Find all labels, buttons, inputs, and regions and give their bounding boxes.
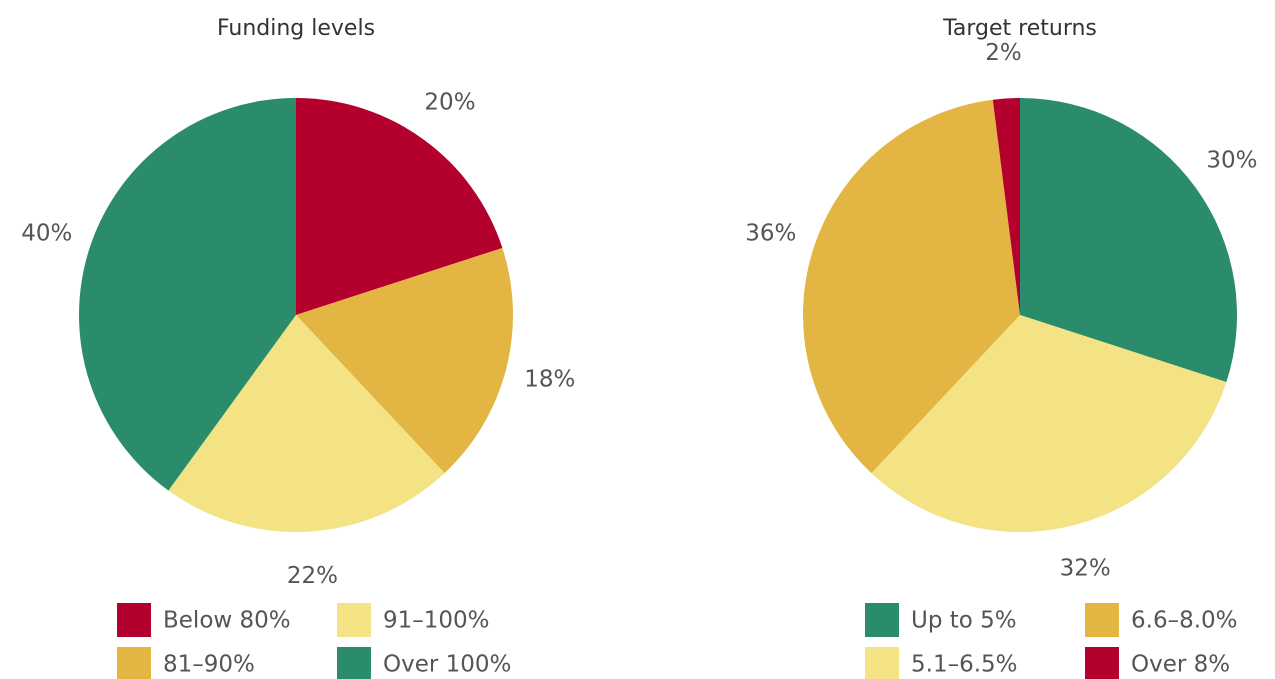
legend-swatch xyxy=(337,647,371,679)
legend-label: Over 100% xyxy=(383,652,511,678)
chart-title: Funding levels xyxy=(217,16,375,41)
legend-label: 6.6–8.0% xyxy=(1131,608,1238,634)
pie-slice xyxy=(79,98,296,491)
pie-chart: Target returns 30% 32% 36% 2% Up to 5% 5.1–6.5… xyxy=(745,16,1258,679)
data-label: 22% xyxy=(287,563,338,589)
legend-swatch xyxy=(1085,647,1119,679)
pie-slice xyxy=(803,99,1020,474)
data-label: 2% xyxy=(985,40,1022,66)
pie-slice xyxy=(871,315,1227,532)
legend-label: 91–100% xyxy=(383,608,490,634)
data-label: 40% xyxy=(21,221,72,247)
data-label: 36% xyxy=(745,221,796,247)
legend-swatch xyxy=(337,603,371,637)
data-label: 18% xyxy=(524,367,575,393)
pie-slice xyxy=(1020,98,1237,383)
pie-slice xyxy=(296,98,503,315)
legend-label: 5.1–6.5% xyxy=(911,652,1018,678)
legend-swatch xyxy=(1085,603,1119,637)
legend-label: Up to 5% xyxy=(911,608,1017,634)
data-label: 30% xyxy=(1206,148,1257,174)
legend-swatch xyxy=(117,603,151,637)
chart-title: Target returns xyxy=(942,16,1097,41)
legend-label: Over 8% xyxy=(1131,652,1230,678)
data-label: 20% xyxy=(424,90,475,116)
pie-slice xyxy=(992,98,1020,315)
legend-label: Below 80% xyxy=(163,608,291,634)
pie-slice xyxy=(296,247,513,474)
pie-chart: Funding levels 20% 18% 22% 40% Below 80% 81–90… xyxy=(21,16,575,679)
data-label: 32% xyxy=(1060,555,1111,581)
legend-swatch xyxy=(117,647,151,679)
legend-label: 81–90% xyxy=(163,652,255,678)
legend-swatch xyxy=(865,603,899,637)
pie-slice xyxy=(168,315,445,532)
legend-swatch xyxy=(865,647,899,679)
